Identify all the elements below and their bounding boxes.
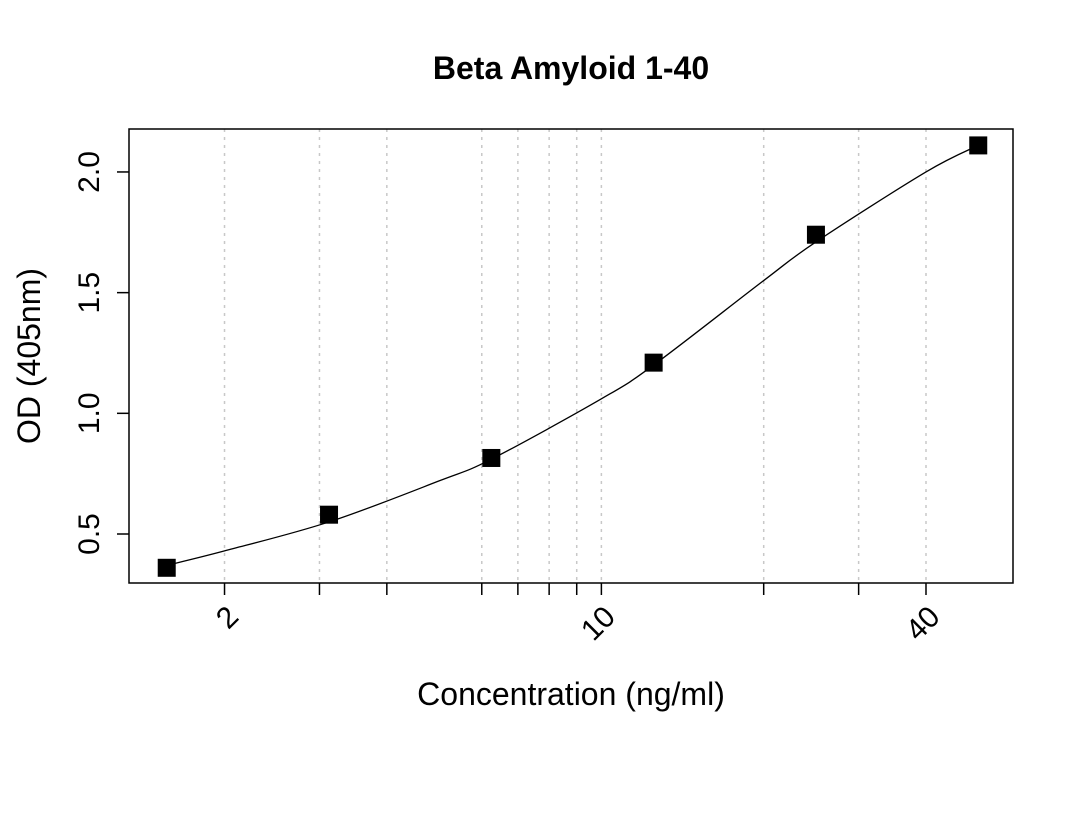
x-tick-label: 2 bbox=[210, 600, 245, 635]
fit-curve bbox=[166, 144, 979, 567]
y-tick-label: 0.5 bbox=[73, 513, 106, 555]
chart-title: Beta Amyloid 1-40 bbox=[433, 50, 709, 86]
data-point bbox=[482, 448, 501, 467]
y-tick-label: 1.0 bbox=[73, 392, 106, 434]
data-point bbox=[806, 225, 825, 244]
grid bbox=[223, 129, 927, 583]
data-point bbox=[157, 558, 176, 577]
data-point bbox=[320, 505, 339, 524]
data-point bbox=[644, 353, 663, 372]
x-axis-label: Concentration (ng/ml) bbox=[417, 676, 725, 712]
y-tick-label: 1.5 bbox=[73, 272, 106, 314]
y-tick-label: 2.0 bbox=[73, 151, 106, 193]
plot-frame bbox=[128, 128, 1014, 584]
x-tick-label: 10 bbox=[575, 600, 622, 647]
y-axis: 0.5 1.0 1.5 2.0 bbox=[73, 151, 129, 555]
data-points bbox=[157, 136, 988, 577]
x-tick-label: 40 bbox=[900, 600, 947, 647]
y-axis-label: OD (405nm) bbox=[11, 268, 47, 444]
x-axis: 2 10 40 bbox=[210, 583, 947, 647]
data-point bbox=[969, 136, 988, 155]
